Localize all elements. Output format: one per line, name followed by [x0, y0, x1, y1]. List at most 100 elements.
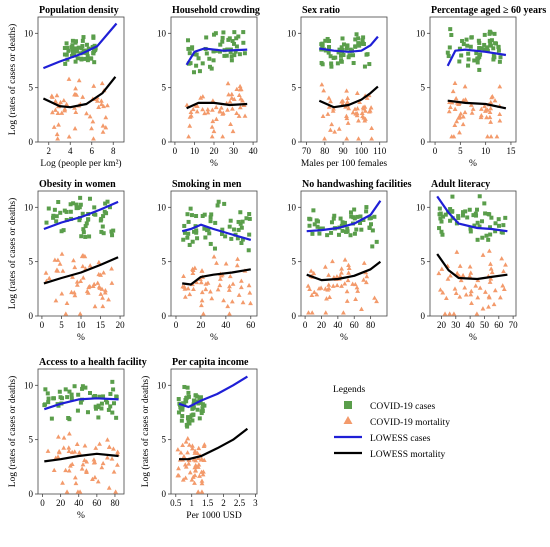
- case-point: [232, 41, 237, 46]
- mortality-point: [339, 270, 344, 275]
- mortality-point: [49, 93, 55, 98]
- mortality-point: [462, 84, 468, 89]
- mortality-point: [87, 263, 93, 268]
- x-tick-label: 30: [229, 146, 239, 156]
- plot-frame: [300, 16, 388, 143]
- case-point: [356, 41, 361, 46]
- case-point: [212, 32, 217, 37]
- panel-3: Sex ratio 70 80 90 100 110 0 5 10 Males per 100 f…: [287, 5, 387, 169]
- y-tick-label: 0: [421, 311, 426, 321]
- mortality-point: [82, 457, 87, 463]
- y-tick-label: 5: [29, 257, 34, 267]
- x-axis-label: Per 1000 USD: [186, 511, 242, 521]
- case-point: [197, 416, 202, 421]
- mortality-point: [80, 275, 86, 280]
- case-point: [326, 50, 331, 55]
- case-point: [185, 395, 190, 400]
- case-point: [314, 218, 319, 223]
- case-point: [182, 223, 187, 228]
- case-point: [184, 399, 189, 404]
- case-point: [447, 45, 452, 50]
- mortality-point: [197, 276, 203, 282]
- case-point: [81, 35, 86, 40]
- mortality-point: [55, 136, 61, 141]
- mortality-point: [199, 268, 205, 273]
- case-point: [464, 37, 469, 42]
- mortality-point: [80, 263, 86, 269]
- mortality-point: [199, 298, 205, 303]
- mortality-point: [231, 96, 237, 102]
- case-point: [240, 237, 245, 242]
- mortality-point: [93, 445, 99, 450]
- case-point: [338, 216, 343, 221]
- case-point: [223, 234, 228, 239]
- case-point: [232, 227, 237, 232]
- case-point: [80, 38, 85, 43]
- mortality-point: [64, 489, 70, 494]
- x-tick-label: 10: [77, 320, 87, 330]
- case-point: [75, 56, 80, 61]
- case-point: [190, 406, 195, 411]
- case-point: [85, 410, 90, 415]
- mortality-point: [100, 460, 106, 466]
- case-point: [187, 51, 192, 56]
- lowess-cases-line: [42, 22, 118, 70]
- case-point: [78, 195, 83, 200]
- case-point: [182, 384, 187, 389]
- y-axis-label: Log (rates of cases or deaths): [7, 376, 18, 488]
- mortality-point: [236, 92, 242, 98]
- mortality-point: [54, 92, 60, 98]
- case-point: [482, 47, 487, 52]
- case-point: [466, 51, 471, 56]
- mortality-point: [485, 134, 490, 139]
- case-point: [199, 409, 204, 414]
- case-point: [340, 36, 345, 41]
- mortality-point: [196, 445, 202, 451]
- case-point: [336, 50, 341, 55]
- mortality-point: [52, 257, 58, 262]
- lowess-mortality-line: [447, 99, 507, 110]
- mortality-point: [320, 113, 326, 119]
- mortality-point: [194, 279, 200, 285]
- y-tick-label: 5: [292, 83, 297, 93]
- case-point: [196, 56, 201, 61]
- mortality-point: [501, 268, 506, 274]
- case-point: [200, 61, 205, 66]
- case-point: [92, 205, 97, 210]
- case-point: [99, 401, 104, 406]
- case-point: [247, 212, 252, 217]
- case-point: [202, 212, 207, 217]
- panel-title: Population density: [39, 5, 119, 16]
- mortality-point: [350, 110, 356, 115]
- case-point: [228, 218, 233, 223]
- case-point: [247, 232, 252, 237]
- mortality-point: [446, 108, 452, 114]
- case-point: [187, 242, 192, 247]
- case-point: [215, 203, 220, 208]
- mortality-point: [488, 99, 494, 105]
- mortality-point: [181, 273, 186, 278]
- mortality-point: [66, 431, 72, 436]
- case-point: [340, 220, 345, 225]
- mortality-point: [238, 284, 244, 290]
- case-point: [186, 46, 191, 51]
- case-point: [354, 32, 359, 37]
- case-point: [188, 206, 193, 211]
- mortality-point: [323, 310, 329, 315]
- panel-10: Per capita income 0.5 1 1.5 2 2.5 3 0 5 10 Per 100…: [140, 357, 258, 521]
- case-point: [460, 213, 465, 218]
- mortality-point: [188, 109, 194, 115]
- case-point: [456, 214, 461, 219]
- x-tick-label: 20: [437, 320, 447, 330]
- case-point: [180, 407, 185, 412]
- lowess-mortality-line: [436, 253, 508, 281]
- mortality-point: [115, 449, 121, 454]
- case-point: [450, 194, 455, 199]
- case-point: [496, 48, 501, 53]
- case-point: [64, 41, 69, 46]
- mortality-point: [201, 311, 206, 316]
- case-point: [496, 217, 501, 222]
- mortality-point: [341, 310, 346, 315]
- mortality-point: [460, 272, 466, 278]
